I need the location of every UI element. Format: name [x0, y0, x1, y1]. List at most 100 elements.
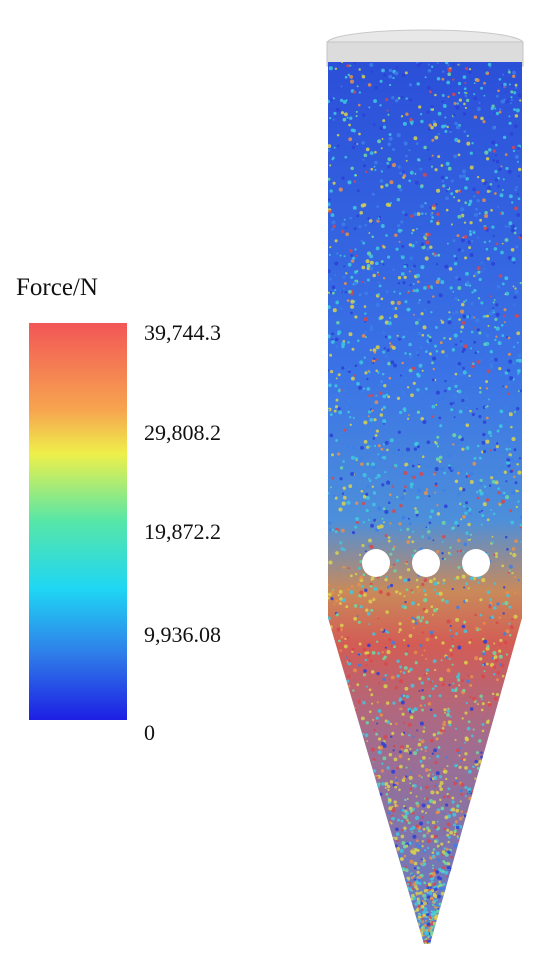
particle	[466, 726, 471, 731]
particle	[418, 881, 422, 886]
particle	[391, 808, 396, 813]
particle	[441, 726, 445, 730]
particle	[480, 86, 484, 90]
particle	[427, 530, 431, 534]
particle	[485, 341, 490, 346]
particle	[500, 250, 504, 255]
particle	[363, 153, 368, 158]
particle	[339, 477, 343, 481]
particle	[362, 673, 367, 677]
particle	[354, 456, 359, 461]
particle	[427, 342, 430, 346]
particle	[446, 861, 449, 864]
particle	[446, 619, 451, 624]
particle	[414, 661, 418, 665]
particle	[469, 165, 474, 170]
particle	[380, 408, 384, 411]
particle	[448, 311, 451, 314]
particle	[415, 843, 418, 846]
particle	[388, 316, 392, 320]
particle	[495, 143, 498, 147]
particle	[351, 421, 354, 424]
particle	[404, 300, 408, 304]
particle	[430, 165, 434, 168]
particle	[457, 672, 461, 676]
particle	[505, 166, 509, 171]
particle	[491, 692, 495, 696]
particle	[432, 800, 437, 805]
particle	[337, 330, 342, 335]
particle	[366, 612, 371, 616]
particle	[459, 800, 462, 803]
particle	[386, 766, 390, 770]
particle	[384, 674, 388, 677]
particle	[511, 257, 516, 262]
particle	[384, 320, 389, 325]
particle	[439, 424, 443, 428]
particle	[409, 827, 413, 831]
particle	[394, 98, 399, 103]
particle	[387, 113, 390, 116]
particle	[385, 290, 389, 294]
particle	[374, 168, 377, 172]
particle	[382, 756, 387, 761]
particle	[387, 157, 392, 162]
particle	[470, 792, 473, 795]
particle	[500, 323, 504, 327]
particle	[417, 488, 421, 493]
particle	[444, 354, 449, 358]
particle	[358, 385, 363, 390]
particle	[395, 779, 399, 782]
particle	[461, 487, 466, 492]
particle	[436, 221, 440, 226]
particle	[516, 331, 521, 336]
particle	[437, 907, 440, 910]
particle	[419, 346, 423, 350]
particle	[333, 409, 337, 413]
particle	[346, 674, 351, 679]
particle	[414, 442, 418, 447]
particle	[427, 935, 431, 938]
particle	[389, 583, 394, 588]
particle	[493, 606, 497, 610]
particle	[458, 91, 461, 94]
particle	[514, 206, 518, 211]
particle	[397, 165, 401, 169]
particle	[476, 407, 479, 410]
particle	[445, 161, 450, 166]
particle	[397, 448, 400, 451]
particle	[449, 130, 452, 134]
particle	[380, 297, 384, 301]
particle	[503, 308, 507, 312]
particle	[422, 172, 427, 177]
particle	[477, 297, 481, 300]
particle	[399, 171, 402, 175]
particle	[382, 331, 385, 334]
particle	[439, 677, 444, 682]
particle	[405, 744, 410, 748]
particle	[328, 369, 330, 372]
particle	[336, 321, 340, 325]
particle	[506, 547, 509, 551]
particle	[400, 272, 405, 276]
particle	[373, 351, 377, 354]
particle	[387, 361, 391, 366]
particle	[423, 578, 428, 583]
particle	[501, 189, 504, 191]
particle	[498, 366, 502, 371]
particle	[478, 739, 482, 743]
particle	[388, 133, 392, 136]
particle	[330, 213, 335, 218]
particle	[510, 425, 513, 429]
particle	[333, 603, 336, 606]
particle	[346, 636, 350, 639]
particle	[367, 477, 370, 480]
particle	[513, 295, 517, 299]
particle	[383, 451, 387, 455]
particle	[347, 661, 352, 666]
particle	[489, 190, 492, 193]
particle	[446, 833, 450, 837]
particle	[445, 756, 448, 759]
particle	[339, 597, 343, 601]
particle	[427, 300, 431, 304]
